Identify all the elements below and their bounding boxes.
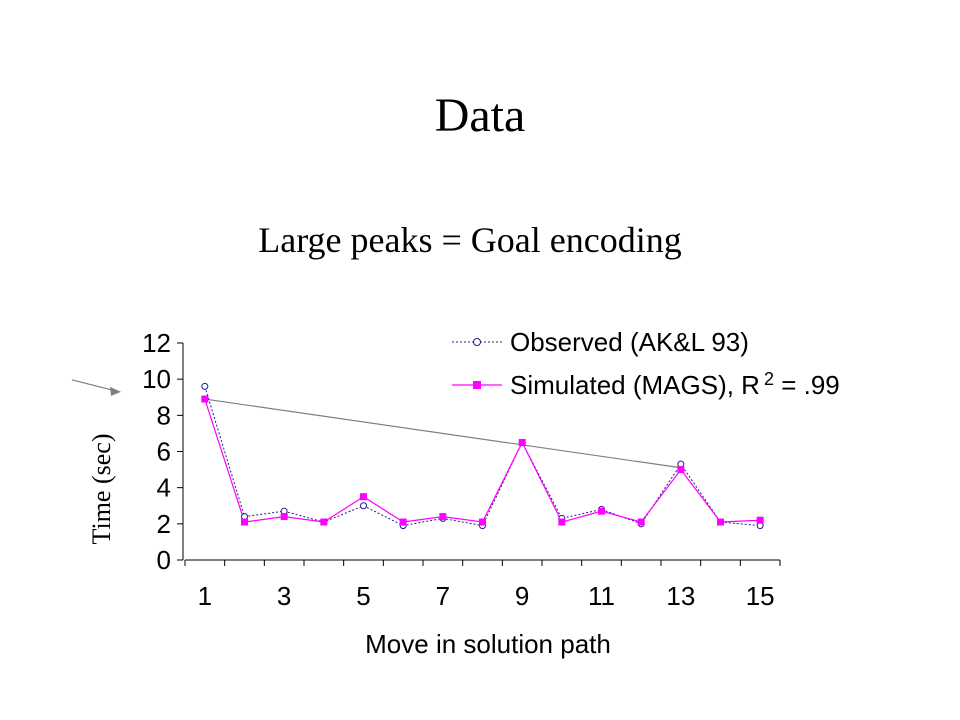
simulated-point xyxy=(241,518,248,526)
simulated-point xyxy=(280,513,288,521)
y-tick-label: 4 xyxy=(157,473,171,503)
x-tick-label: 9 xyxy=(515,581,529,611)
y-tick-label: 0 xyxy=(157,545,171,575)
series-group xyxy=(201,382,764,530)
simulated-point xyxy=(637,518,645,526)
observed-point xyxy=(201,382,209,390)
simulated-point xyxy=(360,493,367,501)
x-tick-label: 1 xyxy=(198,581,212,611)
simulated-point xyxy=(399,518,407,526)
x-axis-label: Move in solution path xyxy=(365,629,611,659)
x-tick-label: 11 xyxy=(588,581,615,611)
simulated-point xyxy=(201,395,209,403)
simulated-point xyxy=(518,438,526,446)
series-observed-line xyxy=(204,386,761,527)
y-axis: 0 2 4 6 8 10 12 xyxy=(142,328,184,575)
x-tick-label: 7 xyxy=(436,581,450,611)
legend-simulated-name: Simulated (MAGS), R xyxy=(510,370,760,400)
y-tick-label: 2 xyxy=(157,509,171,539)
y-axis-label: Time (sec) xyxy=(87,434,116,545)
simulated-point xyxy=(598,507,605,515)
legend-item-observed: Observed (AK&L 93) xyxy=(452,327,749,357)
y-tick-label: 6 xyxy=(157,437,171,467)
simulated-point xyxy=(479,518,486,526)
x-tick-label: 5 xyxy=(356,581,370,611)
annotation-arrowhead xyxy=(110,386,121,396)
legend-observed-label: Observed (AK&L 93) xyxy=(510,327,749,357)
x-tick-label: 13 xyxy=(666,581,695,611)
legend-observed-marker xyxy=(473,338,481,346)
simulated-point xyxy=(320,518,328,526)
y-tick-label: 8 xyxy=(157,400,171,430)
simulated-point xyxy=(439,513,447,521)
legend-simulated-marker xyxy=(473,381,481,389)
x-tick-label: 15 xyxy=(746,581,775,611)
slide-subtitle: Large peaks = Goal encoding xyxy=(258,220,682,260)
simulated-point xyxy=(677,466,685,474)
simulated-point xyxy=(756,516,764,524)
series-simulated-line xyxy=(204,398,761,523)
simulated-point xyxy=(717,518,724,526)
annotations xyxy=(71,379,681,469)
x-axis: 1 3 5 7 9 11 13 15 xyxy=(184,559,781,611)
slide-title: Data xyxy=(434,89,526,142)
y-tick-label: 12 xyxy=(142,328,171,358)
simulated-point xyxy=(558,518,566,526)
observed-point xyxy=(360,502,367,510)
legend-simulated-superscript: 2 xyxy=(764,369,774,389)
y-tick-label: 10 xyxy=(142,364,171,394)
trend-line xyxy=(204,398,681,469)
legend-simulated-suffix: = .99 xyxy=(774,370,840,400)
x-tick-label: 3 xyxy=(277,581,291,611)
